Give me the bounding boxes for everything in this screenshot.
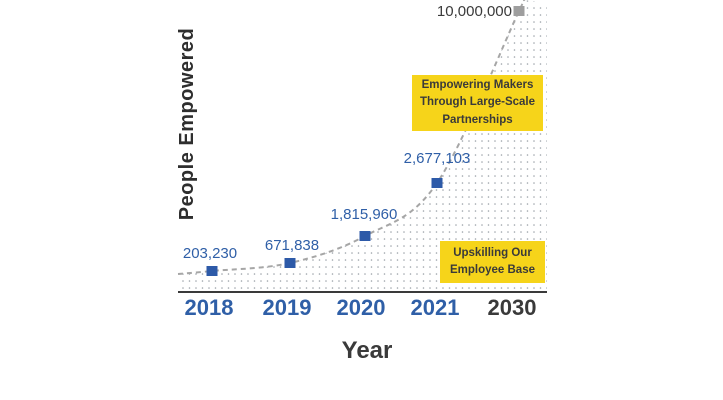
value-label-2018: 203,230: [182, 245, 238, 262]
callout-upskilling: Upskilling Our Employee Base: [440, 241, 545, 283]
data-marker-2019: [284, 258, 296, 268]
area-fill-dots: [178, 0, 547, 290]
data-marker-2018: [206, 266, 218, 276]
x-tick-2019: 2019: [262, 295, 312, 320]
value-label-2021: 2,677,103: [403, 150, 471, 167]
callout-partnerships: Empowering Makers Through Large-Scale Pa…: [412, 75, 543, 131]
value-label-2019: 671,838: [264, 237, 320, 254]
data-marker-2021: [431, 178, 443, 188]
x-tick-2021: 2021: [410, 295, 460, 320]
value-label-2020: 1,815,960: [330, 206, 398, 223]
x-tick-2018: 2018: [184, 295, 234, 320]
x-tick-2020: 2020: [336, 295, 386, 320]
x-axis-title: Year: [341, 337, 393, 364]
value-label-2030: 10,000,000: [436, 3, 512, 20]
data-marker-2030: [513, 6, 525, 16]
x-tick-2030: 2030: [487, 295, 537, 320]
y-axis-title: People Empowered: [176, 27, 198, 221]
data-marker-2020: [359, 231, 371, 241]
